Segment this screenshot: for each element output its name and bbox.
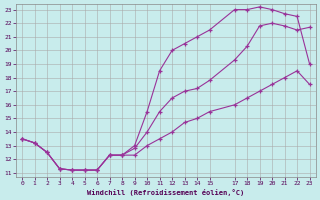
- X-axis label: Windchill (Refroidissement éolien,°C): Windchill (Refroidissement éolien,°C): [87, 189, 244, 196]
